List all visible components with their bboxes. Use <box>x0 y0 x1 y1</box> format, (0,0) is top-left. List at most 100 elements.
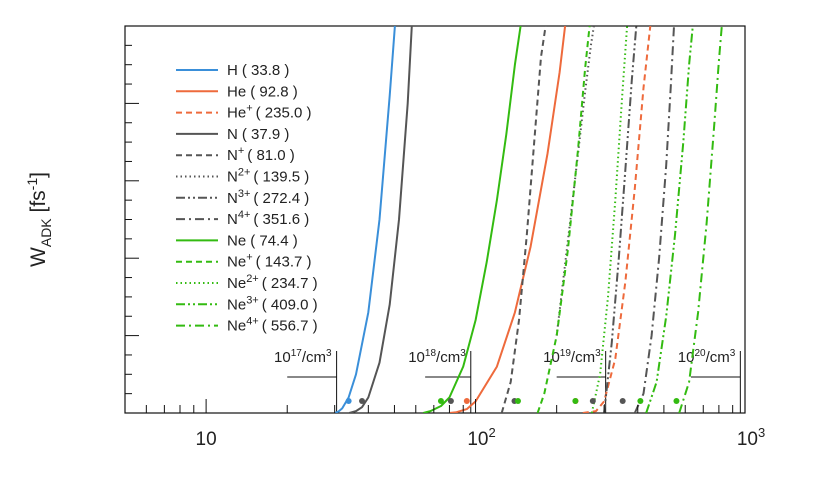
x-tick-label-exp: 3 <box>758 425 765 440</box>
threshold-marker <box>447 398 454 404</box>
legend-label-charge: 4+ <box>246 316 259 328</box>
density-label-base: 10 <box>543 349 560 366</box>
legend-label-threshold: ( 556.7 ) <box>262 318 318 335</box>
density-label-unit: /cm <box>571 349 595 366</box>
legend-label-charge: 2+ <box>246 273 259 285</box>
y-axis-title-sub: ADK <box>38 218 54 247</box>
density-label-unit-exp: 3 <box>326 348 332 359</box>
legend-label-threshold: ( 272.4 ) <box>253 190 309 207</box>
threshold-marker <box>514 398 521 404</box>
legend-label-threshold: ( 74.4 ) <box>250 232 298 249</box>
series-line-he <box>449 26 567 413</box>
legend-label-charge: 3+ <box>238 188 251 200</box>
legend-label-charge: 4+ <box>238 209 251 221</box>
y-axis-title-unit: [fs <box>27 190 50 218</box>
legend-label-threshold: ( 139.5 ) <box>253 169 309 186</box>
legend-label-name: He <box>227 105 246 122</box>
density-label-exp: 18 <box>425 348 437 359</box>
threshold-marker <box>437 398 444 404</box>
legend-label-charge: 2+ <box>238 167 251 179</box>
series-line-h <box>334 26 396 413</box>
legend-label-threshold: ( 143.7 ) <box>256 254 312 271</box>
y-axis-title-main: W <box>27 247 50 267</box>
threshold-marker <box>345 398 352 404</box>
legend-label: N+( 81.0 ) <box>227 145 295 164</box>
threshold-markers <box>345 398 680 404</box>
legend-label: Ne3+( 409.0 ) <box>227 294 318 313</box>
density-label-unit-exp: 3 <box>595 348 601 359</box>
legend-label-threshold: ( 351.6 ) <box>253 211 309 228</box>
series-line-heplus <box>582 26 652 413</box>
legend-label-name: H <box>227 62 238 79</box>
legend-label-name: Ne <box>227 296 246 313</box>
series-line-n3plus <box>603 26 638 413</box>
legend-label-name: N <box>227 211 238 228</box>
x-tick-label-exp: 2 <box>489 425 496 440</box>
x-tick-label: 103 <box>737 425 765 450</box>
series-line-neplus <box>536 26 591 413</box>
density-label-exp: 19 <box>560 348 572 359</box>
density-label-unit-exp: 3 <box>730 348 736 359</box>
density-label: 1017/cm3 <box>274 348 332 366</box>
threshold-marker <box>572 398 579 404</box>
legend-label-name: N <box>227 169 238 186</box>
legend-label: Ne+ ( 143.7 ) <box>227 252 312 271</box>
threshold-marker <box>619 398 626 404</box>
density-label-exp: 20 <box>694 348 706 359</box>
legend-label: Ne4+( 556.7 ) <box>227 316 318 335</box>
legend-label: He( 92.8 ) <box>227 83 298 100</box>
legend-label: N4+( 351.6 ) <box>227 209 309 228</box>
legend-label-name: N <box>227 126 238 143</box>
density-label: 1020/cm3 <box>678 348 736 366</box>
series-line-nplus <box>500 26 547 413</box>
density-label-base: 10 <box>678 349 695 366</box>
legend-label-threshold: ( 235.0 ) <box>256 105 312 122</box>
density-label-unit: /cm <box>302 349 326 366</box>
threshold-marker <box>359 398 366 404</box>
density-label-unit: /cm <box>436 349 460 366</box>
y-axis-title-exp: -1 <box>24 178 40 191</box>
legend-label: N2+( 139.5 ) <box>227 167 309 186</box>
legend-label-charge: + <box>238 145 244 157</box>
legend-label: He+ ( 235.0 ) <box>227 103 312 122</box>
threshold-marker <box>589 398 596 404</box>
density-annotations: 1017/cm3 1018/cm3 1019/cm3 1020/cm3 <box>274 348 741 413</box>
threshold-marker <box>637 398 644 404</box>
legend-label-name: He <box>227 83 246 100</box>
x-tick-label-base: 10 <box>467 429 488 450</box>
x-tick-label-base: 10 <box>196 429 217 450</box>
density-label: 1018/cm3 <box>408 348 466 366</box>
legend-label-name: Ne <box>227 232 246 249</box>
legend-label-threshold: ( 234.7 ) <box>262 275 318 292</box>
x-tick-label: 102 <box>467 425 495 450</box>
legend: H( 33.8 )He( 92.8 )He+( 235.0 )N( 37.9 )… <box>176 62 318 335</box>
legend-label-threshold: ( 33.8 ) <box>242 62 290 79</box>
legend-label-threshold: ( 81.0 ) <box>247 147 295 164</box>
density-label-base: 10 <box>408 349 425 366</box>
legend-label: H( 33.8 ) <box>227 62 289 79</box>
density-label: 1019/cm3 <box>543 348 601 366</box>
legend-label-threshold: ( 409.0 ) <box>262 296 318 313</box>
series-line-n <box>349 26 413 413</box>
threshold-marker <box>463 398 470 404</box>
legend-label: Ne( 74.4 ) <box>227 232 298 249</box>
legend-label: Ne2+( 234.7 ) <box>227 273 318 292</box>
legend-label-threshold: ( 37.9 ) <box>242 126 290 143</box>
y-axis-title: WADK [fs-1] <box>24 172 54 267</box>
series-line-n4plus <box>633 26 675 413</box>
density-label-base: 10 <box>274 349 291 366</box>
y-axis-title-close: ] <box>27 172 50 178</box>
x-tick-label: 10 <box>196 429 217 450</box>
legend-label-charge: + <box>246 103 252 115</box>
legend-label-threshold: ( 92.8 ) <box>250 83 298 100</box>
legend-label: N3+( 272.4 ) <box>227 188 309 207</box>
series-curves <box>334 26 723 413</box>
series-line-ne4plus <box>678 26 723 413</box>
legend-label-name: Ne <box>227 275 246 292</box>
density-label-unit: /cm <box>706 349 730 366</box>
series-line-ne2plus <box>590 26 629 413</box>
legend-label-charge: + <box>246 252 252 264</box>
legend-label-name: N <box>227 190 238 207</box>
